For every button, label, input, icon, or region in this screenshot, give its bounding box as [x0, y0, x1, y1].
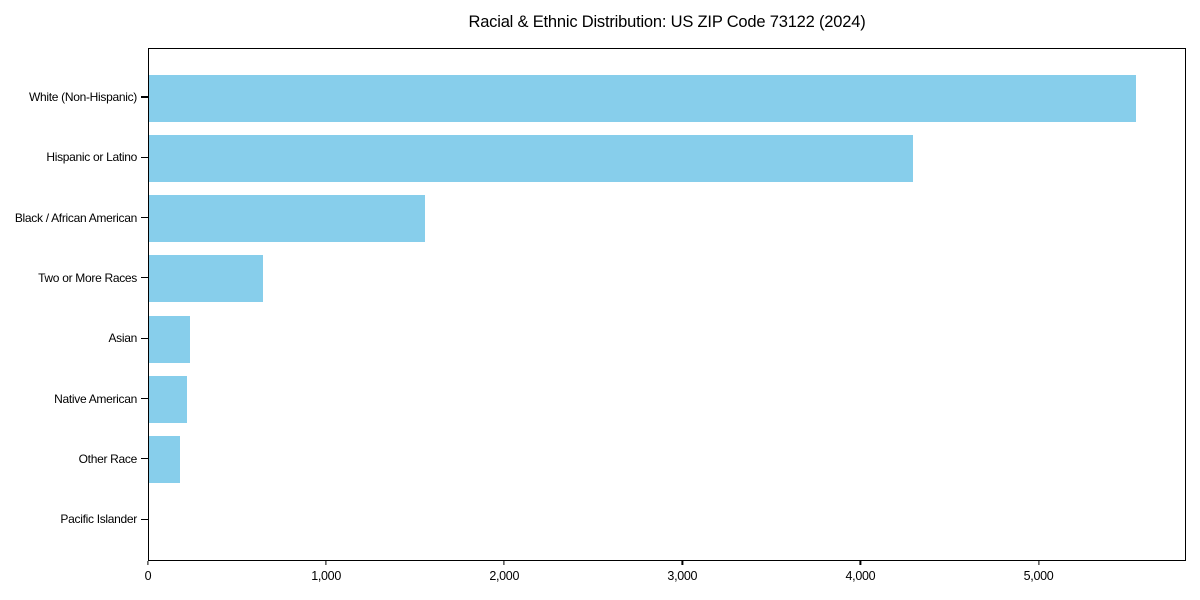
x-axis-label: 0 — [144, 569, 152, 583]
bar — [149, 255, 263, 303]
bar — [149, 195, 425, 243]
x-tick-mark — [1037, 561, 1040, 565]
y-axis-label: Pacific Islander — [60, 512, 137, 527]
y-axis-label: Hispanic or Latino — [46, 150, 137, 165]
x-tick-mark — [147, 561, 149, 565]
y-tick-mark — [141, 458, 148, 460]
bar — [149, 74, 1136, 122]
bar — [149, 134, 914, 182]
x-axis-label: 5,000 — [1023, 569, 1054, 583]
x-axis-label: 2,000 — [489, 569, 520, 583]
bar — [149, 315, 190, 363]
chart-title: Racial & Ethnic Distribution: US ZIP Cod… — [468, 13, 866, 31]
y-axis-label: Black / African American — [14, 210, 137, 225]
y-axis-label: White (Non-Hispanic) — [28, 90, 137, 104]
y-tick-mark — [141, 156, 148, 158]
y-tick-mark — [141, 277, 148, 279]
y-axis-label: Asian — [108, 331, 137, 346]
bar — [149, 376, 188, 423]
y-tick-mark — [141, 217, 148, 219]
x-tick-mark — [503, 561, 505, 565]
x-axis-label: 4,000 — [845, 569, 876, 583]
x-tick-mark — [681, 561, 683, 565]
plot-wrap: White (Non-Hispanic) Hispanic or Latino Bl… — [15, 48, 1186, 583]
y-axis-label: Native American — [54, 391, 137, 406]
y-tick-mark — [141, 518, 148, 520]
y-tick-mark — [141, 337, 148, 339]
bar — [149, 436, 181, 484]
x-axis-label: 1,000 — [311, 569, 341, 583]
x-axis-label: 3,000 — [667, 569, 698, 583]
y-tick-mark — [141, 397, 148, 400]
y-axis-label: Two or More Races — [38, 270, 137, 285]
y-tick-mark — [141, 96, 148, 98]
x-tick-mark — [325, 561, 327, 565]
y-axis-label: Other Race — [78, 451, 138, 466]
x-tick-mark — [859, 561, 862, 565]
plot-area — [148, 48, 1186, 561]
